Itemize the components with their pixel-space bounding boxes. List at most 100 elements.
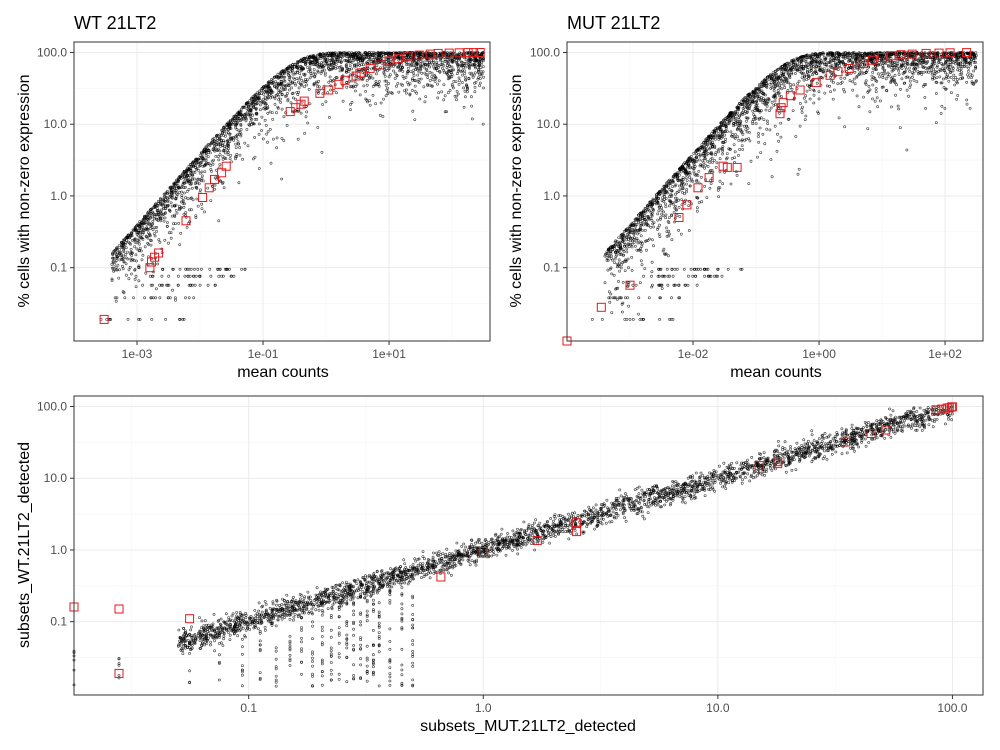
data-point xyxy=(718,170,722,174)
data-point xyxy=(112,257,116,260)
data-point xyxy=(174,298,177,302)
data-point xyxy=(207,162,211,166)
x-axis-ticks: 1e-03 1e-01 1e+01 xyxy=(122,341,406,361)
data-point xyxy=(235,119,238,122)
data-point xyxy=(465,61,469,65)
data-point xyxy=(118,251,121,255)
data-point xyxy=(263,95,267,99)
x-tick-label: 1e-03 xyxy=(122,347,153,361)
data-point xyxy=(606,268,610,272)
data-point xyxy=(843,76,847,80)
data-point xyxy=(273,97,277,100)
data-point xyxy=(823,91,827,95)
data-point xyxy=(406,62,410,66)
data-point xyxy=(910,75,914,79)
data-point xyxy=(385,69,389,72)
data-point xyxy=(664,216,668,220)
data-point xyxy=(680,198,684,202)
data-point xyxy=(306,55,309,59)
data-point xyxy=(458,79,462,83)
data-point xyxy=(649,225,653,229)
data-point xyxy=(324,100,328,104)
data-point xyxy=(772,89,776,93)
data-point xyxy=(800,76,804,80)
data-point xyxy=(808,88,812,91)
data-point xyxy=(130,234,134,238)
data-point xyxy=(261,137,265,141)
data-point xyxy=(685,190,688,194)
data-point xyxy=(325,61,329,65)
data-point xyxy=(111,266,115,270)
data-point xyxy=(370,67,373,71)
data-point xyxy=(366,65,370,69)
data-point xyxy=(332,62,336,66)
data-point xyxy=(187,296,191,300)
data-point xyxy=(193,283,197,287)
data-point xyxy=(304,61,307,65)
data-point xyxy=(132,258,136,262)
data-point xyxy=(305,66,309,69)
data-point xyxy=(631,239,634,243)
data-point xyxy=(264,102,268,105)
data-point xyxy=(270,82,274,85)
data-point xyxy=(461,73,464,77)
data-point xyxy=(630,245,634,249)
data-point xyxy=(383,74,387,78)
data-point xyxy=(331,67,335,71)
data-point xyxy=(709,182,713,185)
data-point xyxy=(183,185,187,189)
data-point xyxy=(776,88,780,92)
data-point xyxy=(623,269,627,273)
data-point xyxy=(249,117,253,120)
data-point xyxy=(706,151,710,155)
data-point xyxy=(700,175,703,179)
data-point xyxy=(716,188,720,192)
data-point xyxy=(291,91,295,95)
data-point xyxy=(218,149,222,153)
data-point xyxy=(620,263,623,267)
data-point xyxy=(280,107,284,111)
data-point xyxy=(950,91,953,95)
data-point xyxy=(252,122,256,126)
data-point xyxy=(154,287,158,291)
data-point xyxy=(275,76,278,79)
data-point xyxy=(474,66,478,70)
data-point xyxy=(426,76,430,80)
data-point xyxy=(196,178,200,182)
data-point xyxy=(196,181,200,185)
data-point xyxy=(148,234,152,238)
data-point xyxy=(412,74,416,77)
data-point xyxy=(775,149,779,153)
data-point xyxy=(675,214,679,217)
data-point xyxy=(404,91,408,95)
data-point xyxy=(639,234,643,238)
data-point xyxy=(196,204,200,208)
data-point xyxy=(658,223,662,227)
data-point xyxy=(896,104,900,108)
data-point xyxy=(151,215,155,219)
data-point xyxy=(954,76,958,79)
data-point xyxy=(428,65,432,69)
data-point xyxy=(117,276,121,280)
data-point xyxy=(778,111,781,115)
data-point xyxy=(740,144,744,148)
data-point xyxy=(687,229,691,232)
data-point xyxy=(447,69,451,73)
data-point xyxy=(652,244,655,248)
data-point xyxy=(134,259,138,263)
data-point xyxy=(116,250,120,254)
data-point xyxy=(764,108,768,112)
data-point xyxy=(796,82,800,85)
data-point xyxy=(294,71,298,75)
data-point xyxy=(736,135,740,139)
data-point xyxy=(708,161,712,164)
data-point xyxy=(174,222,177,226)
data-point xyxy=(190,196,193,200)
data-point xyxy=(427,53,431,57)
data-point xyxy=(129,247,133,251)
data-point xyxy=(348,85,352,89)
data-point xyxy=(393,77,397,80)
data-point xyxy=(608,300,612,304)
data-point xyxy=(411,109,415,113)
data-point xyxy=(185,225,189,229)
